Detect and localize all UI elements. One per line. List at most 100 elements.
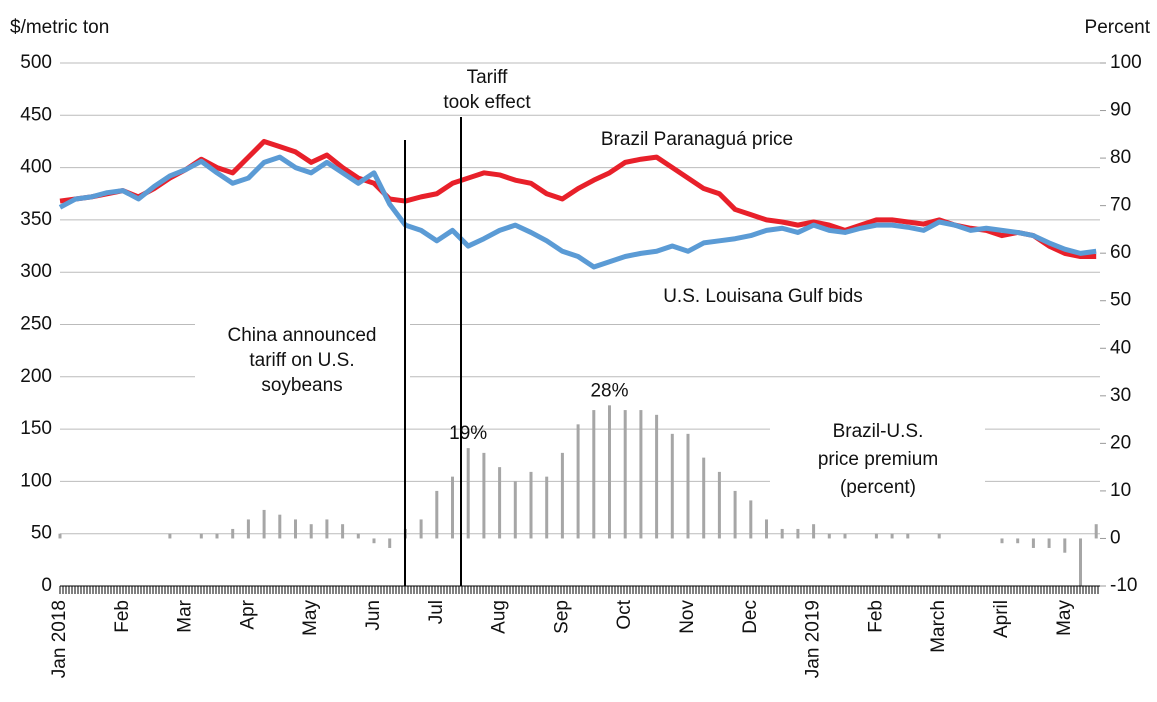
y2-tick-label: 60	[1110, 242, 1131, 263]
x-tick-label: Oct	[614, 599, 635, 629]
bar	[356, 533, 360, 539]
y2-tick-label: 20	[1110, 432, 1131, 453]
bar	[733, 490, 737, 539]
bar	[498, 467, 502, 539]
line	[59, 138, 1097, 260]
bar	[419, 519, 423, 539]
line	[58, 154, 1097, 270]
x-tick-label: Feb	[112, 600, 133, 633]
bar	[827, 533, 831, 539]
bar	[623, 410, 627, 539]
series-label: Brazil-U.S. price premium (percent)	[818, 421, 938, 498]
bar	[278, 514, 282, 539]
label-background	[770, 415, 985, 505]
data-label: 28%	[590, 380, 628, 401]
y-tick-label: 350	[20, 209, 52, 230]
bar	[199, 533, 203, 539]
bar	[1079, 538, 1082, 586]
bar	[262, 509, 266, 539]
bar	[812, 524, 816, 539]
bar	[765, 519, 768, 539]
bar	[1094, 524, 1098, 539]
bar	[608, 405, 611, 539]
y-tick-label: 450	[20, 104, 52, 125]
y-tick-label: 150	[20, 418, 52, 439]
x-tick-label: March	[928, 600, 949, 653]
bar	[843, 533, 847, 539]
bar	[1063, 538, 1067, 553]
y2-tick-label: 70	[1110, 195, 1131, 216]
y-tick-label: 300	[20, 261, 52, 282]
x-tick-label: Jun	[363, 600, 384, 631]
y-tick-label: 500	[20, 52, 52, 73]
bar	[717, 471, 721, 539]
y-axis-title: $/metric ton	[10, 17, 109, 38]
x-tick-label: Jul	[426, 600, 447, 624]
x-tick-label: May	[300, 600, 321, 636]
series-label: U.S. Louisana Gulf bids	[663, 286, 863, 307]
bar	[309, 524, 313, 539]
y2-tick-label: 10	[1110, 480, 1131, 501]
data-label: 19%	[449, 423, 487, 444]
bar	[341, 524, 345, 539]
bar	[890, 533, 894, 539]
bar	[1031, 538, 1035, 548]
y2-tick-label: 30	[1110, 385, 1131, 406]
annotation: China announced	[228, 325, 377, 346]
label-background	[630, 282, 900, 312]
y2-tick-label: 90	[1110, 100, 1131, 121]
bar	[545, 476, 549, 539]
bar	[168, 533, 172, 539]
bar	[231, 528, 235, 539]
bar	[215, 533, 219, 539]
annotation: tariff on U.S.	[249, 350, 354, 371]
bar	[1000, 538, 1004, 544]
bar	[670, 433, 674, 539]
y2-tick-label: 100	[1110, 52, 1142, 73]
bar	[325, 519, 329, 539]
x-tick-label: Feb	[865, 600, 886, 633]
x-tick-label: Nov	[677, 600, 698, 634]
bar	[702, 457, 706, 539]
label-background	[195, 320, 410, 402]
y2-tick-label: 0	[1110, 527, 1121, 548]
x-tick-label: Apr	[237, 599, 258, 629]
bar	[639, 410, 643, 539]
bar	[482, 452, 486, 539]
x-tick-label: Aug	[489, 600, 510, 634]
y-tick-label: 100	[20, 470, 52, 491]
bar	[937, 533, 941, 539]
x-tick-label: Dec	[740, 600, 761, 634]
y-tick-label: 50	[31, 523, 52, 544]
x-tick-label: April	[991, 600, 1012, 638]
annotation: soybeans	[261, 375, 342, 396]
x-tick-label: Jan 2018	[49, 600, 70, 678]
y-tick-label: 0	[41, 575, 52, 596]
bar	[466, 448, 470, 539]
bar	[435, 490, 439, 539]
bar	[388, 538, 392, 548]
bar	[451, 476, 454, 539]
x-tick-label: Jan 2019	[803, 600, 824, 678]
bar	[294, 519, 297, 539]
bar	[576, 424, 580, 539]
bar	[686, 433, 690, 539]
bar	[529, 471, 533, 539]
annotation: took effect	[443, 92, 531, 113]
bar	[796, 528, 800, 539]
x-tick-label: May	[1054, 600, 1075, 636]
y2-tick-label: 40	[1110, 337, 1131, 358]
bar	[592, 410, 596, 539]
annotation: Tariff	[467, 67, 509, 88]
bar	[780, 528, 784, 539]
bar	[749, 500, 753, 539]
bar	[560, 452, 564, 539]
y-tick-label: 200	[20, 366, 52, 387]
bar	[1047, 538, 1051, 548]
y2-tick-label: -10	[1110, 575, 1137, 596]
y-tick-label: 250	[20, 314, 52, 335]
bar	[513, 481, 517, 539]
label-background	[560, 125, 840, 155]
x-tick-label: Mar	[175, 599, 196, 632]
